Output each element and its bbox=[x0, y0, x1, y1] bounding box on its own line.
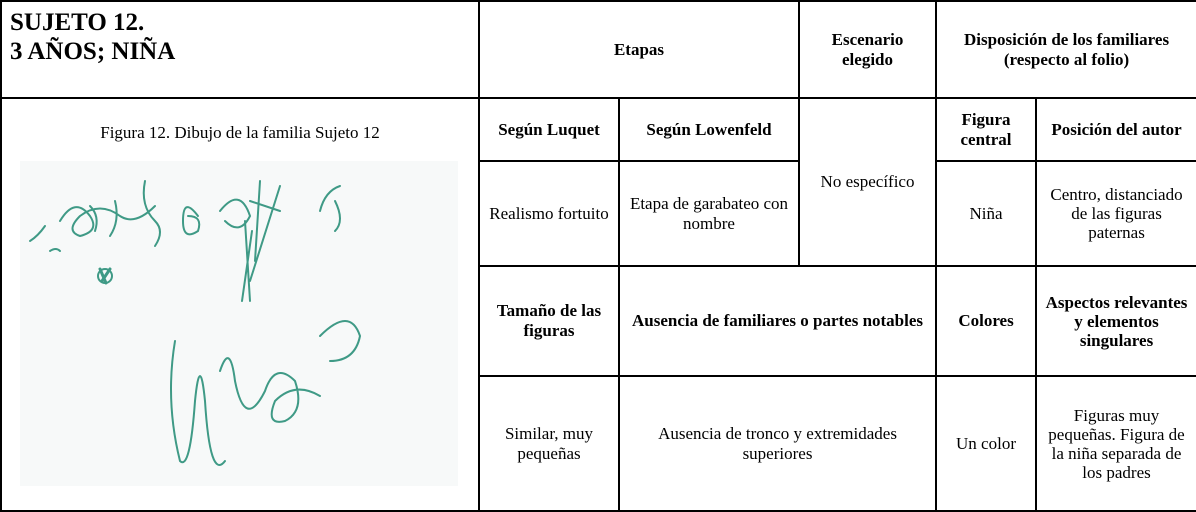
cell: Similar, muy pequeñas bbox=[478, 375, 620, 512]
row: Tamaño de las figuras Ausencia de famili… bbox=[1, 265, 1196, 377]
row: Realismo fortuito Etapa de garabateo con… bbox=[1, 160, 1196, 267]
subheader-cell: Según Lowenfeld bbox=[617, 97, 801, 162]
cell: Un color bbox=[935, 375, 1038, 512]
cell: Etapa de garabateo con nombre bbox=[617, 160, 801, 267]
subheader-cell: Figura central bbox=[935, 97, 1038, 162]
header-cell: Etapas bbox=[477, 0, 801, 99]
header-cell: Disposición de los familiares (respecto … bbox=[935, 0, 1196, 99]
scribbles bbox=[29, 180, 362, 466]
cell: Figuras muy pequeñas. Figura de la niña … bbox=[1035, 375, 1196, 512]
cell: No específico bbox=[798, 97, 938, 267]
subheader-cell: Ausencia de familiares o partes notables bbox=[617, 265, 938, 377]
row: Similar, muy pequeñas Ausencia de tronco… bbox=[1, 375, 1196, 512]
subheader-cell: Posición del autor bbox=[1035, 97, 1196, 162]
cell: Realismo fortuito bbox=[478, 160, 620, 267]
figure-caption: Figura 12. Dibujo de la familia Sujeto 1… bbox=[100, 123, 380, 142]
title-line: 3 AÑOS; NIÑA bbox=[10, 38, 176, 65]
subheader-cell: Colores bbox=[935, 265, 1038, 377]
header-cell: Escenario elegido bbox=[798, 0, 938, 99]
drawing-paper bbox=[20, 161, 458, 486]
title-cell: SUJETO 12. 3 AÑOS; NIÑA bbox=[0, 0, 480, 99]
header-row: SUJETO 12. 3 AÑOS; NIÑA Etapas Escenario… bbox=[0, 0, 1196, 99]
subheader-cell: Según Luquet bbox=[478, 97, 620, 162]
cell: Centro, distanciado de las figuras pater… bbox=[1035, 160, 1196, 267]
subheader-cell: Aspectos relevantes y elementos singular… bbox=[1035, 265, 1196, 377]
row: Figura 12. Dibujo de la familia Sujeto 1… bbox=[0, 97, 1196, 512]
drawing bbox=[20, 161, 458, 486]
title-line: SUJETO 12. bbox=[10, 9, 145, 36]
figure-cell: Figura 12. Dibujo de la familia Sujeto 1… bbox=[0, 97, 480, 512]
cell: Ausencia de tronco y extremidades superi… bbox=[617, 375, 938, 512]
cell: Niña bbox=[935, 160, 1038, 267]
subheader-cell: Tamaño de las figuras bbox=[478, 265, 620, 377]
